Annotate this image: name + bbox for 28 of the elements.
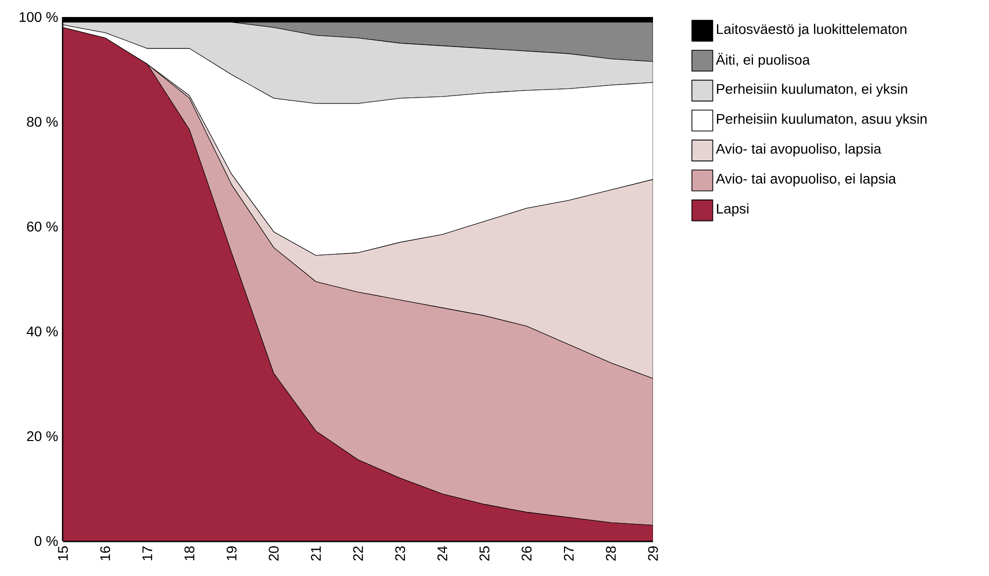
legend-label: Lapsi: [716, 203, 748, 216]
legend-label: Äiti, ei puolisoa: [716, 52, 810, 68]
x-tick-label: 18: [184, 546, 194, 560]
x-tick-label: 19: [226, 546, 237, 560]
x-tick-label: 28: [606, 546, 616, 561]
x-tick-label: 29: [648, 546, 658, 561]
x-tick-label: 20: [268, 546, 279, 561]
x-tick-label: 22: [353, 546, 363, 561]
x-tick-label: 17: [142, 546, 152, 560]
y-tick-label: 100 %: [20, 12, 58, 22]
y-tick-label: 0 %: [34, 536, 58, 546]
legend-label: Avio- tai avopuoliso, ei lapsia: [716, 173, 896, 186]
x-tick-label: 27: [564, 546, 574, 561]
y-tick-label: 40 %: [26, 326, 58, 336]
x-tick-label: 24: [437, 546, 448, 561]
legend-label: Avio- tai avopuoliso, lapsia: [716, 143, 882, 157]
x-tick-label: 25: [479, 546, 490, 561]
x-tick-label: 15: [58, 546, 68, 560]
y-tick-label: 80 %: [26, 116, 58, 127]
legend-label: Laitosväestö ja luokittelematon: [716, 24, 906, 37]
x-tick-label: 16: [100, 546, 110, 560]
x-tick-label: 26: [522, 546, 532, 561]
x-tick-label: 21: [310, 546, 321, 561]
y-tick-label: 60 %: [27, 222, 58, 232]
legend-label: Perheisiin kuulumaton, asuu yksin: [716, 114, 927, 127]
x-tick-label: 23: [395, 546, 406, 561]
y-tick-label: 20 %: [27, 431, 58, 442]
legend-label: Perheisiin kuulumaton, ei yksin: [716, 84, 908, 97]
